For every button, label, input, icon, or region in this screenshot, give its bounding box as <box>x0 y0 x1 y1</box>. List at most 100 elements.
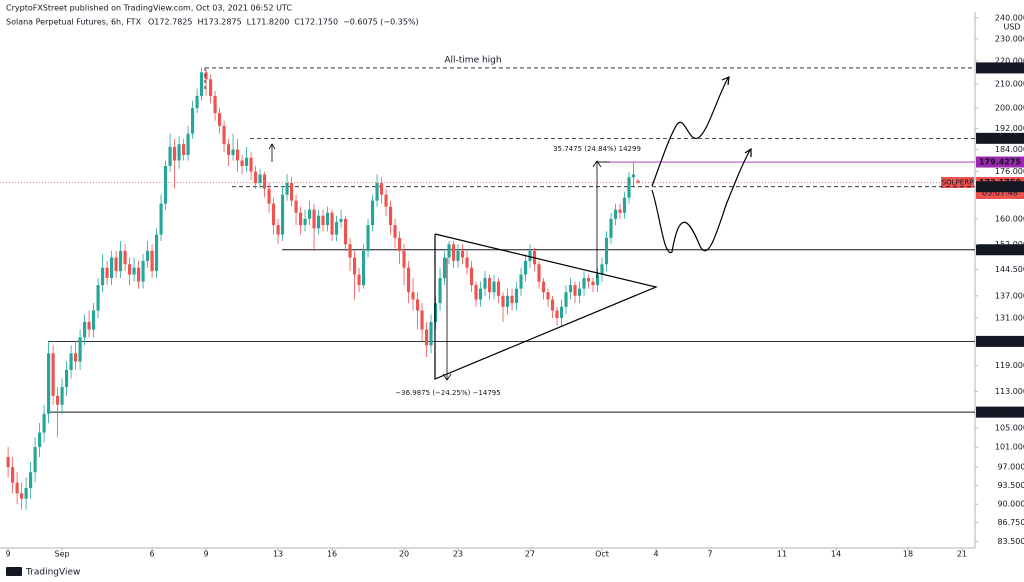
y-tick-label: 113.0000 <box>995 387 1024 396</box>
x-tick-label: 16 <box>327 550 337 559</box>
candle-body <box>217 113 222 126</box>
candle-body <box>334 221 339 235</box>
candle-body <box>303 218 307 226</box>
candle-body <box>316 215 321 229</box>
candle-body <box>442 257 447 279</box>
x-tick-label: Oct <box>595 550 609 559</box>
countdown: 05:07:48 <box>982 188 1018 197</box>
candle-body <box>460 250 465 258</box>
candle-body <box>181 144 186 155</box>
candle-body <box>496 281 501 296</box>
candle-body <box>195 95 199 109</box>
price-label-box <box>976 406 1024 418</box>
candle-body <box>78 337 82 362</box>
price-label-box <box>976 244 1024 256</box>
price-label-box <box>976 62 1024 74</box>
candle-body <box>375 182 379 201</box>
candle-body <box>105 267 109 279</box>
candle-body <box>285 182 289 195</box>
candle-body <box>478 288 483 300</box>
candle-body <box>96 285 100 311</box>
candle-body <box>244 157 249 166</box>
y-tick-label: 83.5000 <box>997 537 1024 546</box>
candles <box>6 67 640 510</box>
candle-body <box>604 237 609 265</box>
candle-body <box>163 165 168 204</box>
ohlc-value: −0.6075 (−0.35%) <box>343 18 419 27</box>
candle-body <box>294 200 298 213</box>
candle-body <box>168 146 172 166</box>
candle-body <box>366 225 370 251</box>
candle-body <box>65 369 69 387</box>
candle-body <box>24 487 28 499</box>
price-label: 179.4275 <box>979 158 1021 167</box>
y-tick-label: 86.7500 <box>997 518 1024 527</box>
candle-body <box>622 197 627 213</box>
candle-body <box>487 278 492 293</box>
y-tick-label: 101.0000 <box>995 443 1024 452</box>
axes: 240.0000 230.0000 220.0000 210.0000 200.0000… <box>6 13 1024 558</box>
candle-body <box>87 321 91 330</box>
candle-body <box>141 260 145 282</box>
candle-body <box>609 218 613 238</box>
x-tick-label: 9 <box>204 550 209 559</box>
y-tick-label: 230.0000 <box>995 34 1024 43</box>
candle-body <box>361 250 366 286</box>
candle-body <box>424 329 429 346</box>
candle-body <box>172 146 177 161</box>
y-tick-label: 90.0000 <box>997 500 1024 509</box>
y-tick-label: 97.0000 <box>997 463 1024 472</box>
candle-body <box>573 285 577 296</box>
candle-body <box>92 310 96 330</box>
price-label: 188.2025 <box>979 134 1021 143</box>
price-label-box <box>976 335 1024 347</box>
candle-body <box>29 472 33 488</box>
candle-body <box>501 295 505 307</box>
candle-body <box>33 447 37 473</box>
ohlc-readout: O172.7825 H173.2875 L171.8200 C172.1750 −0.6… <box>148 18 419 27</box>
candle-body <box>42 413 46 433</box>
candle-body <box>514 288 519 304</box>
candle-body <box>348 244 352 258</box>
candle-body <box>577 288 582 296</box>
candle-body <box>298 212 303 226</box>
candle-body <box>276 225 280 235</box>
candle-body <box>325 212 330 226</box>
candle-body <box>132 267 136 275</box>
candle-body <box>564 292 568 307</box>
candle-body <box>146 250 150 261</box>
y-tick-label: 119.0000 <box>995 361 1024 370</box>
candle-body <box>204 72 208 80</box>
price-label: 108.3700 <box>979 408 1021 417</box>
candle-body <box>235 149 240 161</box>
y-tick-label: 144.5000 <box>995 265 1024 274</box>
candle-body <box>352 257 357 275</box>
currency-label: USD <box>1003 23 1020 32</box>
price-label-box <box>976 132 1024 144</box>
candle-body <box>262 174 267 189</box>
drawings <box>204 68 752 381</box>
ath-annotation: All-time high <box>444 56 501 66</box>
candle-body <box>469 267 474 286</box>
x-tick-label: 13 <box>273 550 283 559</box>
candle-body <box>618 209 622 213</box>
candle-body <box>546 292 550 300</box>
x-tick-label: 14 <box>831 550 841 559</box>
candle-body <box>613 209 618 219</box>
candle-body <box>595 274 600 286</box>
triangle-pattern <box>434 233 658 380</box>
candle-body <box>240 160 244 166</box>
candle-body <box>101 267 105 286</box>
candle-body <box>258 174 262 183</box>
candle-body <box>312 209 316 229</box>
candle-body <box>438 278 442 304</box>
candle-body <box>492 281 496 293</box>
x-tick-label: Sep <box>55 550 70 559</box>
y-tick-label: 93.5000 <box>997 481 1024 490</box>
measure-up-label: 35.7475 (24.84%) 14299 <box>553 145 641 153</box>
candle-body <box>451 244 456 261</box>
candle-body <box>568 285 573 293</box>
candle-body <box>222 125 226 145</box>
brand-logo <box>6 567 22 576</box>
